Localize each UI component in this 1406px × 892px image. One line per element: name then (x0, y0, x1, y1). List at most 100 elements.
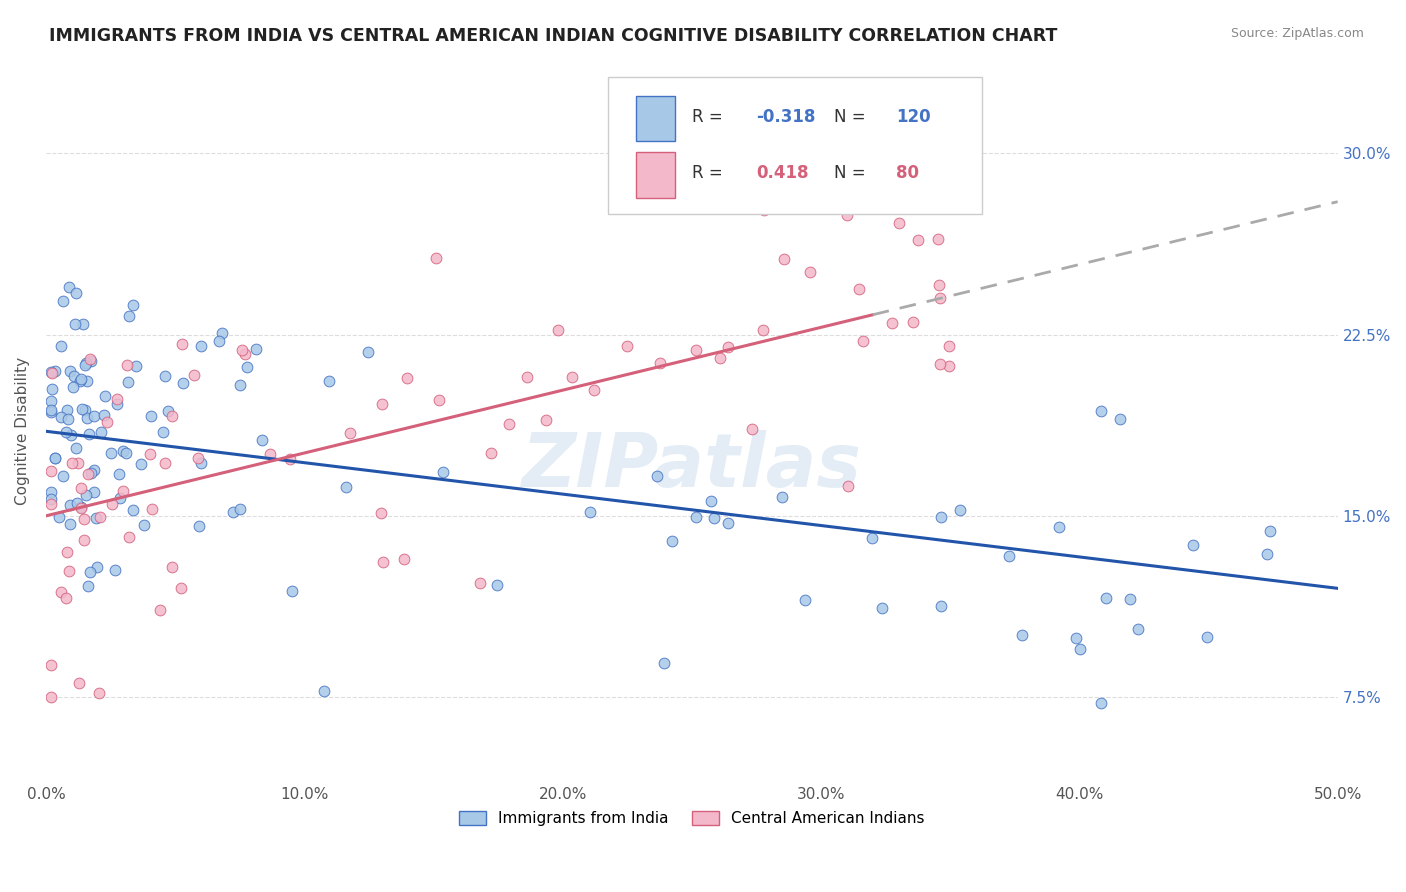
Point (111, 443, 134, 458)
Point (356, 345, 378, 359)
Point (69, 481, 91, 495)
Point (52, 468, 75, 483)
Point (139, 447, 162, 461)
Point (39, 491, 62, 506)
Point (647, 469, 669, 483)
Point (52, 294, 75, 309)
Point (314, 683, 336, 698)
Point (156, 404, 179, 418)
Point (998, 549, 1021, 563)
Point (87, 686, 110, 700)
Point (1258, 524, 1281, 539)
Point (59, 363, 82, 377)
Point (561, 369, 583, 384)
Point (799, 265, 821, 279)
Point (67, 456, 90, 470)
Point (60, 456, 83, 470)
Point (59, 498, 82, 512)
Point (118, 310, 141, 324)
Point (76, 374, 98, 388)
Point (1109, 411, 1132, 425)
Point (880, 316, 903, 330)
Point (547, 323, 569, 337)
Point (39, 405, 62, 419)
Point (685, 343, 707, 357)
Point (39, 464, 62, 478)
Point (188, 518, 211, 533)
Point (395, 371, 418, 385)
Text: ZIPatlas: ZIPatlas (522, 430, 862, 503)
Point (56, 411, 79, 425)
Point (55, 425, 77, 440)
Point (122, 502, 145, 516)
Point (938, 359, 960, 374)
Point (90, 425, 112, 440)
Bar (637, 152, 675, 197)
Point (187, 451, 209, 466)
Point (96, 415, 118, 429)
Text: Source: ZipAtlas.com: Source: ZipAtlas.com (1230, 27, 1364, 40)
Point (39, 657, 62, 672)
Point (479, 446, 502, 460)
Point (73, 358, 96, 372)
Point (39, 365, 62, 379)
Point (56, 403, 79, 417)
Point (752, 323, 775, 337)
Point (77, 467, 100, 481)
Point (70, 402, 93, 417)
Point (222, 505, 245, 519)
Text: R =: R = (692, 108, 728, 126)
Point (62, 380, 84, 394)
Point (709, 351, 731, 365)
Point (155, 456, 177, 470)
Point (39, 690, 62, 704)
Point (101, 497, 124, 511)
Point (652, 657, 675, 671)
Point (281, 584, 304, 599)
Point (39, 485, 62, 500)
Point (58, 564, 80, 578)
Point (1064, 631, 1087, 645)
Point (259, 447, 281, 461)
Point (86, 559, 108, 574)
Point (100, 445, 122, 459)
Point (931, 599, 953, 614)
Point (928, 357, 950, 371)
Point (65, 285, 87, 300)
Point (582, 383, 605, 397)
Point (41, 366, 63, 380)
Point (41, 382, 63, 396)
Point (83, 463, 105, 477)
Point (754, 202, 776, 217)
Point (139, 409, 162, 423)
Point (141, 502, 163, 516)
Point (66, 496, 89, 510)
Point (69, 372, 91, 386)
Point (75, 488, 97, 502)
Point (39, 402, 62, 417)
Point (717, 340, 740, 354)
Point (114, 446, 136, 460)
Point (1090, 696, 1112, 710)
Point (104, 563, 127, 577)
Point (84, 510, 107, 524)
Point (105, 397, 128, 411)
Point (208, 334, 231, 349)
Point (77, 579, 100, 593)
Point (394, 551, 416, 566)
Point (889, 216, 911, 230)
Point (49, 409, 72, 424)
Point (79, 352, 101, 367)
Text: 80: 80 (896, 164, 920, 182)
FancyBboxPatch shape (607, 78, 983, 214)
Point (236, 360, 259, 375)
Point (741, 422, 763, 436)
Point (425, 251, 447, 265)
Point (1128, 622, 1150, 636)
Point (73, 533, 96, 548)
Text: IMMIGRANTS FROM INDIA VS CENTRAL AMERICAN INDIAN COGNITIVE DISABILITY CORRELATIO: IMMIGRANTS FROM INDIA VS CENTRAL AMERICA… (49, 27, 1057, 45)
Text: 120: 120 (896, 108, 931, 126)
Point (717, 516, 740, 531)
Point (67, 675, 90, 690)
Point (870, 600, 893, 615)
